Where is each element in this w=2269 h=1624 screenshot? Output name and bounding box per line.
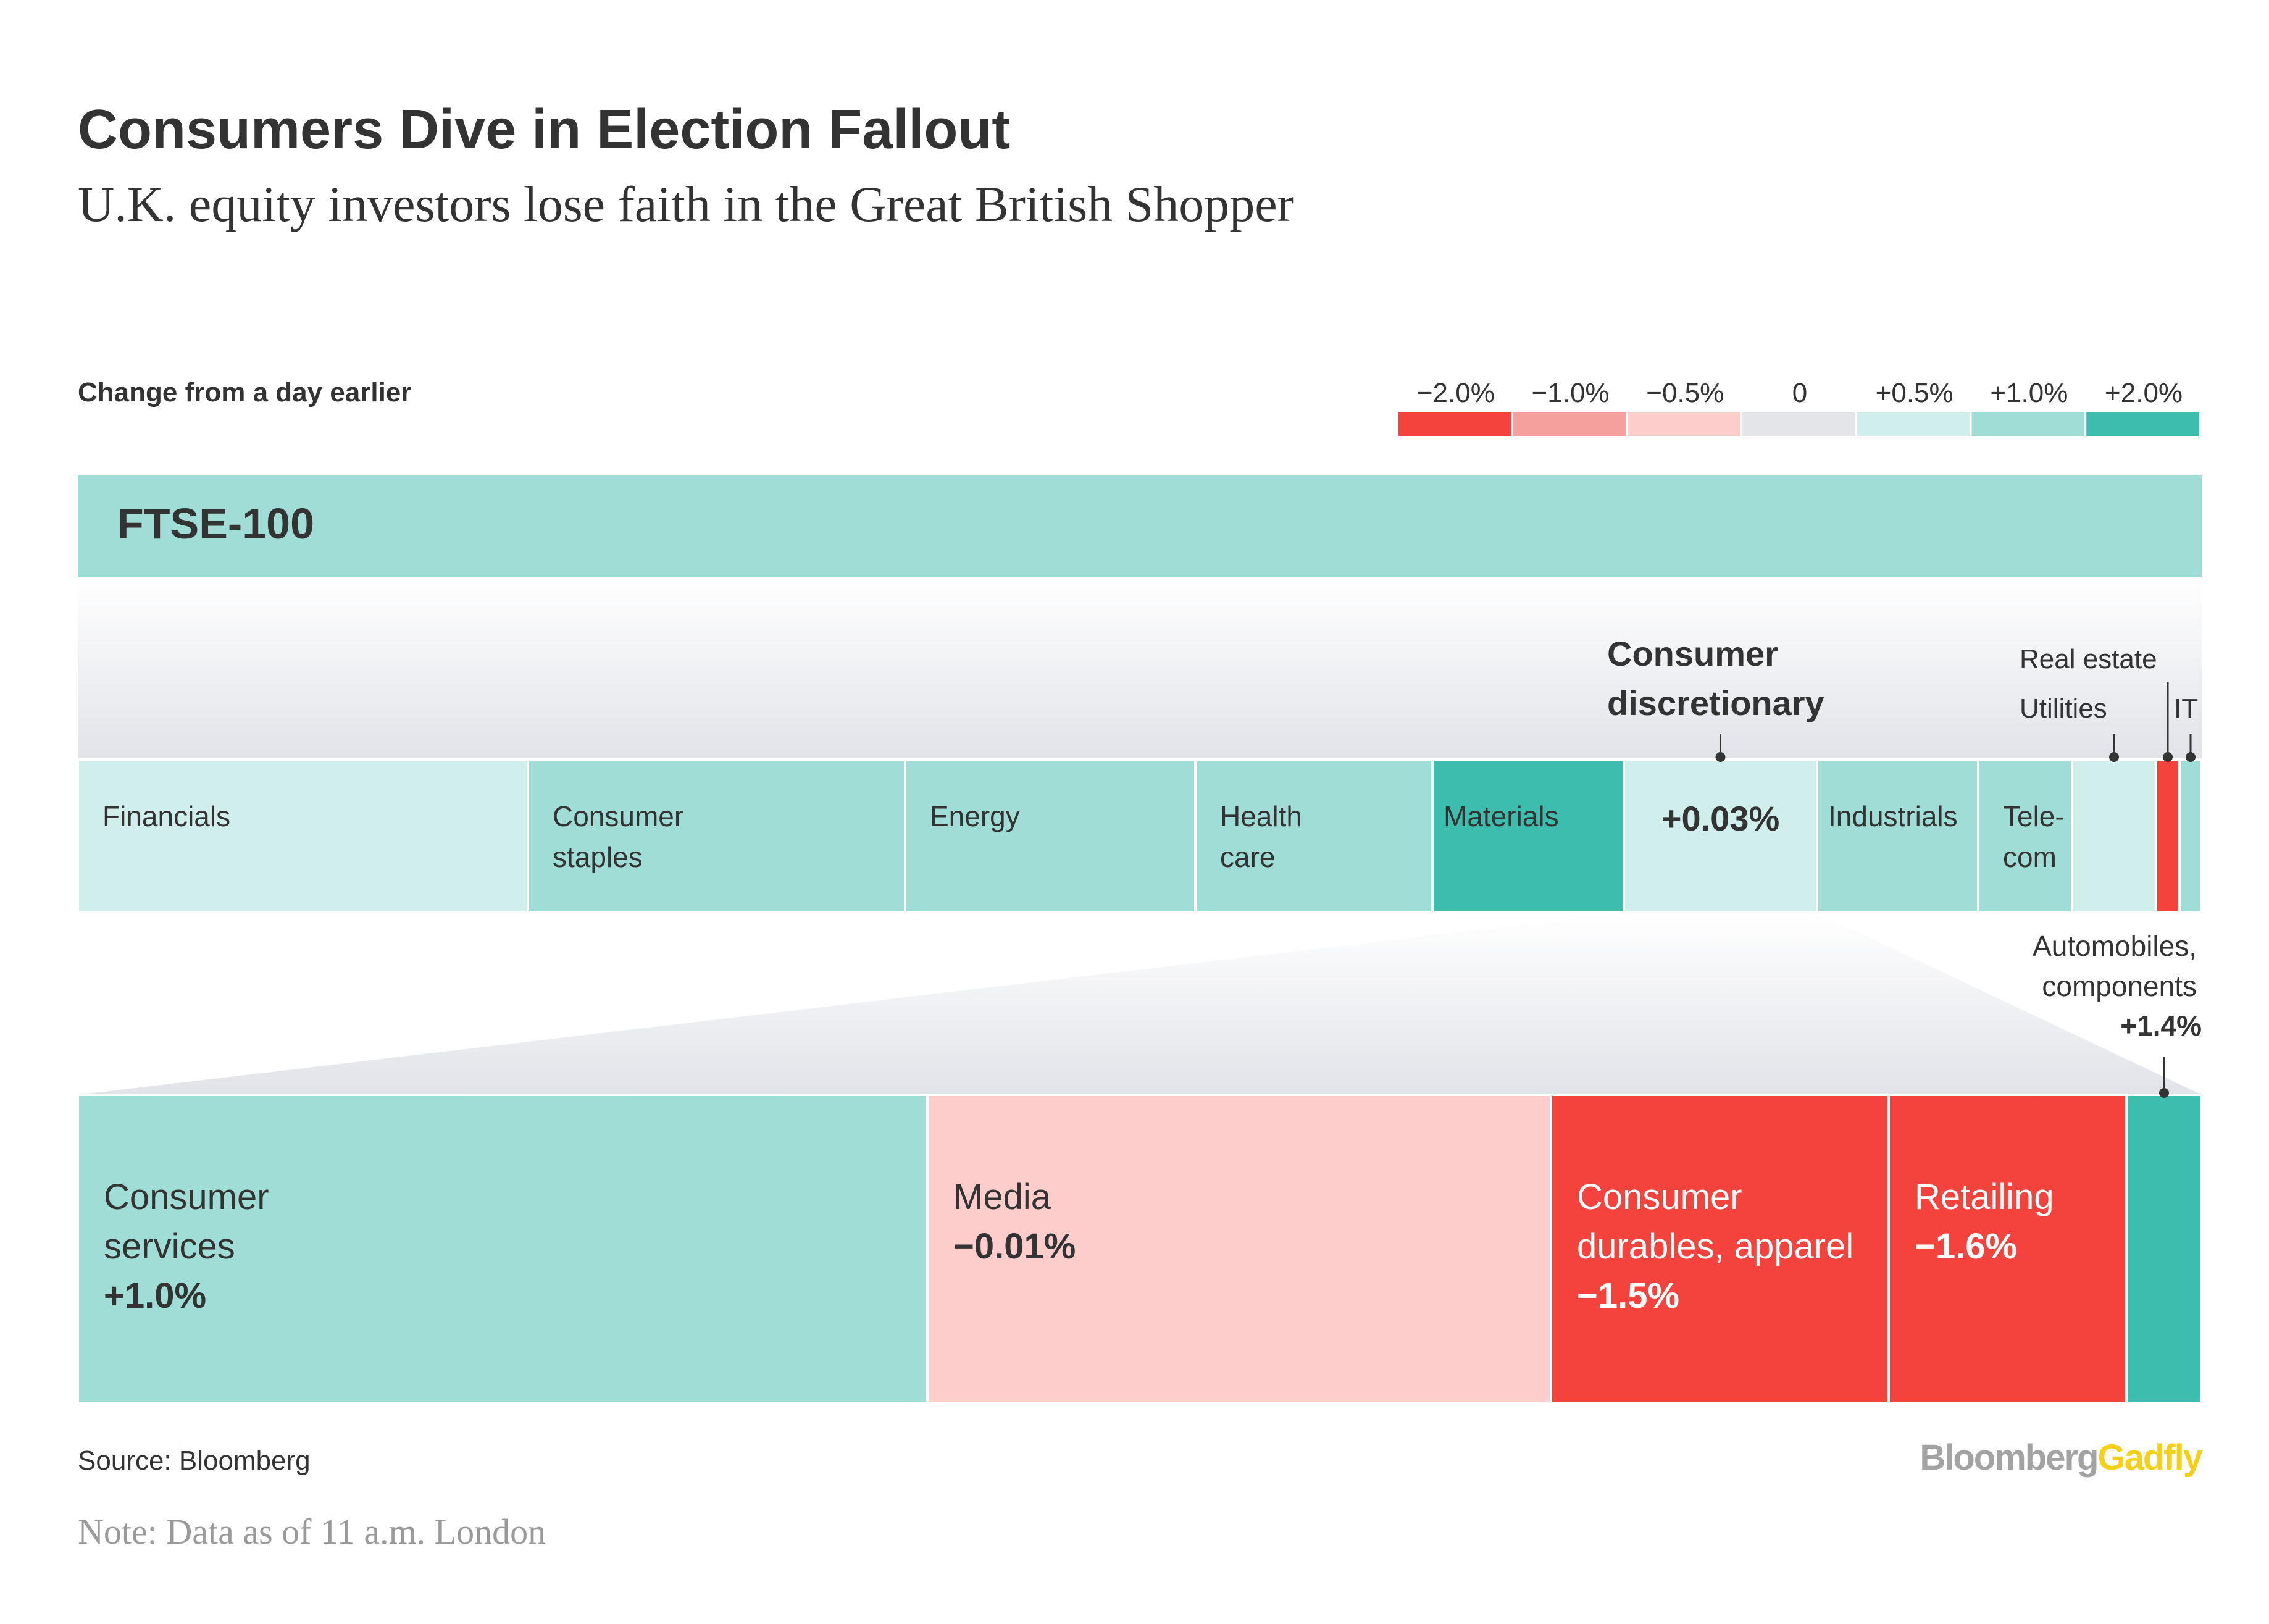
breakdown-label: Consumer — [1577, 1177, 1742, 1217]
sector-callout-label: Utilities — [2020, 693, 2107, 724]
chart-subtitle: U.K. equity investors lose faith in the … — [78, 176, 1294, 232]
logo: BloombergGadfly — [1920, 1438, 2202, 1478]
sector-tile — [1977, 758, 2073, 914]
breakdown-tile — [77, 1094, 929, 1405]
breakdown-value: −0.01% — [953, 1226, 1076, 1266]
legend-label: 0 — [1792, 378, 1807, 408]
sector-label: Consumer — [553, 800, 683, 832]
sector-label: Tele- — [2003, 800, 2065, 832]
legend-swatch — [1742, 412, 1855, 436]
zoom-band-top — [78, 577, 2202, 760]
sector-header-label: Consumer — [1607, 634, 1778, 673]
sector-label: Industrials — [1828, 800, 1958, 832]
data-note: Note: Data as of 11 a.m. London — [78, 1512, 546, 1552]
sector-tile — [2178, 758, 2203, 914]
legend-label: +1.0% — [1990, 378, 2068, 408]
sector-tile — [1816, 758, 1979, 914]
sector-callout-label: IT — [2174, 693, 2198, 724]
breakdown-value: +1.0% — [104, 1276, 206, 1316]
sector-tile — [77, 758, 529, 914]
sector-header-label: discretionary — [1607, 684, 1824, 722]
zoom-band-bottom — [78, 913, 2202, 1095]
sector-label: Financials — [102, 800, 230, 832]
legend-swatch — [1971, 412, 2085, 436]
legend-swatch — [1398, 412, 1511, 436]
breakdown-value: −1.6% — [1915, 1226, 2017, 1266]
legend-label: −1.0% — [1532, 378, 1610, 408]
sector-label: staples — [553, 841, 643, 873]
breakdown-tile — [1887, 1094, 2128, 1405]
legend-label: −2.0% — [1417, 378, 1495, 408]
leader-dot — [2186, 752, 2196, 762]
sector-row: Financials Consumer staples Energy Health car… — [77, 634, 2203, 914]
sector-tile — [904, 758, 1197, 914]
logo-bloomberg: Bloomberg — [1920, 1438, 2097, 1478]
legend-swatch — [2086, 412, 2199, 436]
legend-label: +0.5% — [1876, 378, 1954, 408]
index-bar — [78, 475, 2202, 577]
leader-dot — [2163, 752, 2173, 762]
source-note: Source: Bloomberg — [78, 1446, 311, 1476]
sector-label: Materials — [1444, 800, 1559, 832]
sector-label: Energy — [930, 800, 1020, 832]
sector-label: care — [1220, 841, 1275, 873]
sector-tile — [2155, 758, 2181, 914]
sector-value: +0.03% — [1661, 799, 1780, 838]
breakdown-tile — [2125, 1094, 2203, 1405]
logo-gadfly: Gadfly — [2098, 1438, 2203, 1478]
breakdown-callout-label: Automobiles, — [2033, 930, 2197, 962]
sector-label: com — [2003, 841, 2057, 873]
legend-title: Change from a day earlier — [78, 377, 411, 408]
breakdown-tile — [1550, 1094, 1890, 1405]
sector-tile — [1431, 758, 1625, 914]
breakdown-value: −1.5% — [1577, 1276, 1679, 1316]
color-legend: −2.0% −1.0% −0.5% 0 +0.5% +1.0% +2.0% — [1398, 378, 2199, 436]
leader-dot — [1715, 752, 1726, 762]
breakdown-label: durables, apparel — [1577, 1226, 1853, 1266]
legend-label: +2.0% — [2105, 378, 2183, 408]
breakdown-label: Retailing — [1915, 1177, 2054, 1217]
breakdown-callout-label: components — [2042, 970, 2197, 1002]
legend-swatch — [1628, 412, 1741, 436]
chart-title: Consumers Dive in Election Fallout — [78, 99, 1010, 161]
legend-swatch — [1513, 412, 1626, 436]
sector-tile — [1194, 758, 1434, 914]
index-label: FTSE-100 — [117, 500, 314, 548]
leader-dot — [2159, 1088, 2169, 1098]
legend-swatch — [1857, 412, 1970, 436]
legend-label: −0.5% — [1646, 378, 1724, 408]
breakdown-label: services — [104, 1226, 235, 1266]
breakdown-label: Media — [953, 1177, 1051, 1217]
sector-tile — [527, 758, 906, 914]
breakdown-label: Consumer — [104, 1177, 269, 1217]
breakdown-callout-value: +1.4% — [2120, 1010, 2202, 1042]
breakdown-row: Consumer services +1.0% Media −0.01% Consumer… — [77, 930, 2203, 1405]
leader-dot — [2109, 752, 2119, 762]
sector-tile — [2071, 758, 2157, 914]
sector-label: Health — [1220, 800, 1302, 832]
sector-callout-label: Real estate — [2020, 644, 2157, 674]
